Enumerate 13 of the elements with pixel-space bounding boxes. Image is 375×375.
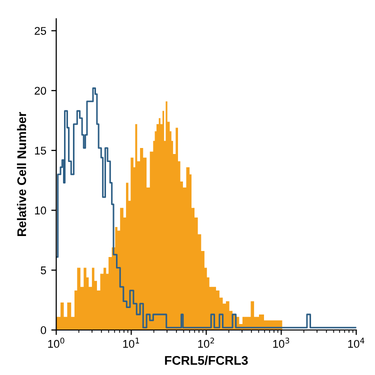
x-tick-label: 10$^{1}$ bbox=[123, 338, 140, 348]
y-tick-label: 10 bbox=[35, 206, 46, 214]
y-tick-label: 15 bbox=[35, 146, 46, 155]
y-tick-label: 25 bbox=[34, 26, 46, 35]
x-tick-label: 10$^{4}$ bbox=[348, 338, 364, 348]
x-axis-title: FCRL5/FCRL3 bbox=[165, 356, 248, 365]
x-tick-label: 10$^{3}$ bbox=[273, 338, 290, 348]
x-tick-label: 10$^{2}$ bbox=[198, 338, 214, 348]
y-tick-label: 5 bbox=[40, 266, 46, 274]
y-axis-title: Relative Cell Number bbox=[16, 112, 26, 236]
y-tick-label: 0 bbox=[40, 326, 46, 334]
y-tick-label: 20 bbox=[34, 86, 46, 95]
x-tick-label: 10$^{0}$ bbox=[48, 338, 64, 348]
